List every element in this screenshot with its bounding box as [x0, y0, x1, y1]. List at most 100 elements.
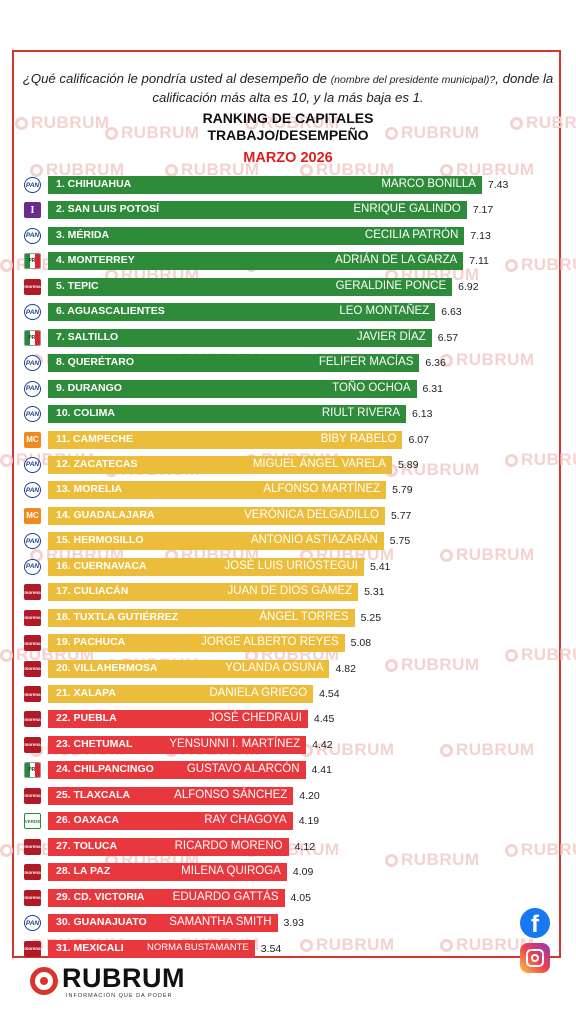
value-label: 5.75 — [389, 535, 411, 548]
party-logo-icon: PAN — [24, 304, 41, 321]
value-label: 7.13 — [470, 229, 491, 242]
bar-row: PAN 30. GUANAJUATO SAMANTHA SMITH 3.93 — [24, 914, 544, 933]
bar — [48, 277, 453, 296]
facebook-icon[interactable]: f — [520, 908, 550, 938]
bar — [48, 710, 308, 729]
party-logo-icon: morena — [24, 686, 41, 702]
party-logo-icon: PAN — [24, 915, 41, 932]
chart-title-line2: TRABAJO/DESEMPEÑO — [207, 127, 369, 143]
mayor-label: CECILIA PATRÓN — [364, 228, 459, 241]
bar-row: PRI 7. SALTILLO JAVIER DÍAZ 6.57 — [24, 328, 544, 347]
value-label: 4.45 — [313, 713, 335, 726]
mayor-label: LEO MONTAÑEZ — [339, 305, 430, 318]
party-logo-icon: VERDE — [24, 813, 41, 830]
party-logo-icon: PAN — [24, 558, 41, 575]
mayor-label: SAMANTHA SMITH — [169, 916, 272, 929]
value-label: 3.93 — [283, 917, 304, 930]
watermark: RUBRUM — [165, 160, 260, 180]
value-label: 6.92 — [458, 280, 479, 293]
bar — [48, 863, 287, 882]
city-label: 14. GUADALAJARA — [56, 508, 155, 521]
bar — [48, 328, 432, 347]
mayor-label: MARCO BONILLA — [381, 178, 476, 190]
watermark: RUBRUM — [440, 160, 535, 180]
bar — [48, 634, 345, 653]
watermark: RUBRUM — [505, 450, 576, 470]
rubrum-logo-icon — [30, 967, 58, 995]
bar-row: PAN 3. MÉRIDA CECILIA PATRÓN 7.13 — [24, 226, 544, 245]
party-logo-icon: morena — [24, 889, 41, 906]
party-logo-icon: PAN — [24, 456, 41, 473]
mayor-label: RAY CHAGOYA — [204, 814, 287, 827]
bar — [48, 506, 385, 525]
bar — [48, 608, 355, 627]
value-label: 6.36 — [425, 357, 446, 370]
bar-row: morena 21. XALAPA DANIELA GRIEGO 4.54 — [24, 685, 544, 703]
bar-row: I 2. SAN LUIS POTOSÍ ENRIQUE GALINDO 7.17 — [24, 201, 544, 220]
city-label: 13. MORELIA — [56, 483, 122, 496]
party-logo-icon: morena — [24, 635, 41, 652]
bar-row: PRI 24. CHILPANCINGO GUSTAVO ALARCÓN 4.41 — [24, 761, 544, 780]
bar-row: morena 31. MEXICALI NORMA BUSTAMANTE 3.54 — [24, 939, 544, 958]
value-label: 3.54 — [260, 942, 282, 955]
party-logo-icon: MC — [24, 507, 41, 524]
watermark: RUBRUM — [300, 740, 395, 760]
mayor-label: NORMA BUSTAMANTE — [147, 941, 249, 953]
mayor-label: JUAN DE DIOS GÁMEZ — [227, 585, 353, 598]
bar — [48, 812, 293, 831]
mayor-label: EDUARDO GATTÁS — [172, 890, 279, 903]
brand-tagline: INFORMACIÓN QUE DA PODER — [66, 993, 173, 999]
bar-row: VERDE 26. OAXACA RAY CHAGOYA 4.19 — [24, 812, 544, 831]
bar — [48, 786, 294, 805]
watermark: RUBRUM — [385, 655, 480, 675]
city-label: 10. COLIMA — [56, 407, 115, 420]
party-logo-icon: PRI — [24, 329, 41, 346]
question-end: , donde la calificación más alta es 10, … — [152, 71, 554, 105]
party-logo-icon: PAN — [24, 380, 41, 397]
bar — [48, 481, 387, 500]
watermark: RUBRUM — [510, 113, 576, 133]
value-label: 5.79 — [392, 484, 413, 497]
bar-row: morena 5. TEPIC GERALDINE PONCE 6.92 — [24, 277, 544, 296]
city-label: 22. PUEBLA — [56, 712, 117, 725]
bar-row: PRI 4. MONTERREY ADRIÁN DE LA GARZA 7.11 — [24, 252, 544, 271]
city-label: 21. XALAPA — [56, 687, 116, 699]
party-logo-icon: morena — [24, 864, 41, 881]
bar — [48, 252, 464, 271]
watermark: RUBRUM — [385, 850, 480, 870]
chart-title: RANKING DE CAPITALES — [202, 110, 374, 126]
city-label: 23. CHETUMAL — [56, 737, 133, 750]
mayor-label: ÁNGEL TORRES — [259, 610, 349, 623]
bar-row: PAN 6. AGUASCALIENTES LEO MONTAÑEZ 6.63 — [24, 303, 544, 322]
value-label: 7.43 — [487, 179, 509, 191]
party-logo-icon: PRI — [24, 762, 41, 779]
watermark: RUBRUM — [300, 935, 395, 955]
value-label: 4.20 — [299, 789, 320, 802]
party-logo-icon: PAN — [24, 406, 41, 423]
value-label: 5.89 — [397, 458, 419, 471]
mayor-label: GUSTAVO ALARCÓN — [186, 763, 300, 776]
value-label: 4.19 — [298, 815, 320, 828]
party-logo-icon: morena — [24, 609, 41, 626]
bar — [48, 354, 420, 373]
watermark: RUBRUM — [440, 935, 535, 955]
bar-row: morena 25. TLAXCALA ALFONSO SÁNCHEZ 4.20 — [24, 786, 544, 805]
bar-row: MC 14. GUADALAJARA VERÓNICA DELGADILLO 5.77 — [24, 506, 544, 525]
value-label: 5.31 — [364, 586, 385, 599]
bar-row: PAN 15. HERMOSILLO ANTONIO ASTIAZARÁN 5.75 — [24, 532, 544, 551]
mayor-label: DANIELA GRIEGO — [209, 687, 308, 699]
mayor-label: FELIFER MACÍAS — [318, 356, 414, 369]
watermark: RUBRUM — [440, 740, 535, 760]
value-label: 5.77 — [390, 509, 412, 522]
bar-row: PAN 16. CUERNAVACA JOSÉ LUIS URIÓSTEGUI 5.4… — [24, 557, 544, 576]
watermark: RUBRUM — [105, 123, 200, 143]
bar — [48, 583, 359, 602]
value-label: 4.09 — [292, 866, 314, 879]
city-label: 19. PACHUCA — [56, 636, 126, 649]
instagram-icon[interactable] — [520, 943, 550, 973]
city-label: 7. SALTILLO — [56, 330, 119, 343]
party-logo-icon: morena — [24, 838, 41, 855]
party-logo-icon: morena — [24, 711, 41, 728]
city-label: 6. AGUASCALIENTES — [56, 305, 165, 318]
value-label: 7.11 — [469, 255, 489, 268]
